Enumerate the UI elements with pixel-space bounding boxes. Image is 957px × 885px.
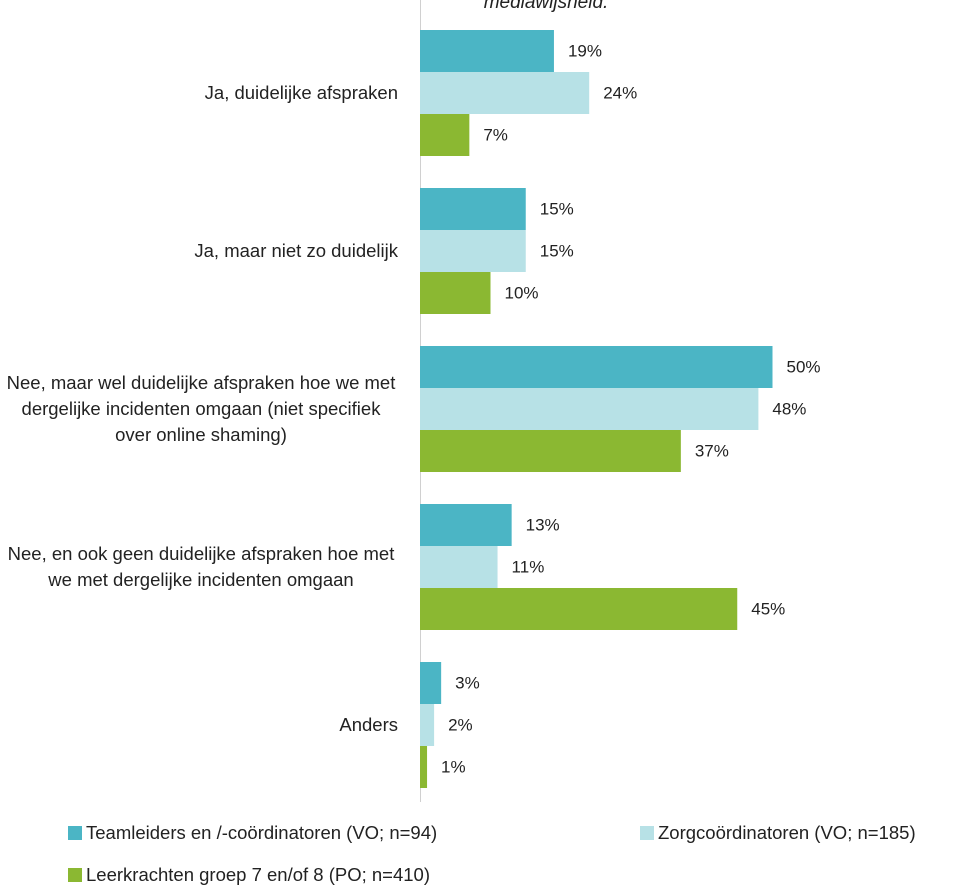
- category-label: Nee, en ook geen duidelijke afspraken ho…: [7, 543, 395, 590]
- legend-label: Zorgcoördinatoren (VO; n=185): [658, 822, 916, 843]
- legend-item: Zorgcoördinatoren (VO; n=185): [640, 822, 916, 844]
- category-label-box: Nee, en ook geen duidelijke afspraken ho…: [4, 504, 398, 630]
- bar: [420, 704, 435, 746]
- value-label: 50%: [787, 357, 821, 376]
- legend-label: Leerkrachten groep 7 en/of 8 (PO; n=410): [86, 864, 431, 885]
- value-label: 48%: [772, 399, 806, 418]
- bar: [420, 388, 759, 430]
- legend-item: Leerkrachten groep 7 en/of 8 (PO; n=410): [68, 864, 430, 885]
- value-label: 3%: [455, 673, 480, 692]
- value-label: 10%: [505, 283, 539, 302]
- bar: [420, 72, 590, 114]
- value-label: 15%: [540, 199, 574, 218]
- bar: [420, 272, 491, 314]
- bar: [420, 546, 498, 588]
- value-label: 2%: [448, 715, 473, 734]
- bar: [420, 746, 428, 788]
- value-label: 1%: [441, 757, 466, 776]
- bar: [420, 430, 681, 472]
- value-label: 7%: [483, 125, 508, 144]
- bar: [420, 504, 512, 546]
- value-label: 15%: [540, 241, 574, 260]
- value-label: 24%: [603, 83, 637, 102]
- bar: [420, 230, 526, 272]
- category-label-box: Ja, duidelijke afspraken: [4, 30, 398, 156]
- category-label: Ja, maar niet zo duidelijk: [194, 240, 398, 261]
- category-label-box: Ja, maar niet zo duidelijk: [4, 188, 398, 314]
- legend-swatch: [68, 868, 82, 882]
- legend-label: Teamleiders en /-coördinatoren (VO; n=94…: [86, 822, 438, 843]
- category-label: Anders: [339, 714, 398, 735]
- category-label: Ja, duidelijke afspraken: [204, 82, 398, 103]
- value-label: 37%: [695, 441, 729, 460]
- legend-swatch: [68, 826, 82, 840]
- category-label-box: Anders: [4, 662, 398, 788]
- bar: [420, 30, 554, 72]
- category-label: Nee, maar wel duidelijke afspraken hoe w…: [6, 372, 396, 445]
- bar: [420, 114, 470, 156]
- value-label: 45%: [751, 599, 785, 618]
- legend-swatch: [640, 826, 654, 840]
- bar: [420, 188, 526, 230]
- bar: [420, 662, 442, 704]
- value-label: 11%: [512, 557, 545, 576]
- legend-item: Teamleiders en /-coördinatoren (VO; n=94…: [68, 822, 437, 844]
- value-label: 13%: [526, 515, 560, 534]
- chart-title: mediawijsheid.: [483, 0, 609, 13]
- value-label: 19%: [568, 41, 602, 60]
- bar: [420, 588, 738, 630]
- bar: [420, 346, 773, 388]
- category-label-box: Nee, maar wel duidelijke afspraken hoe w…: [4, 346, 398, 472]
